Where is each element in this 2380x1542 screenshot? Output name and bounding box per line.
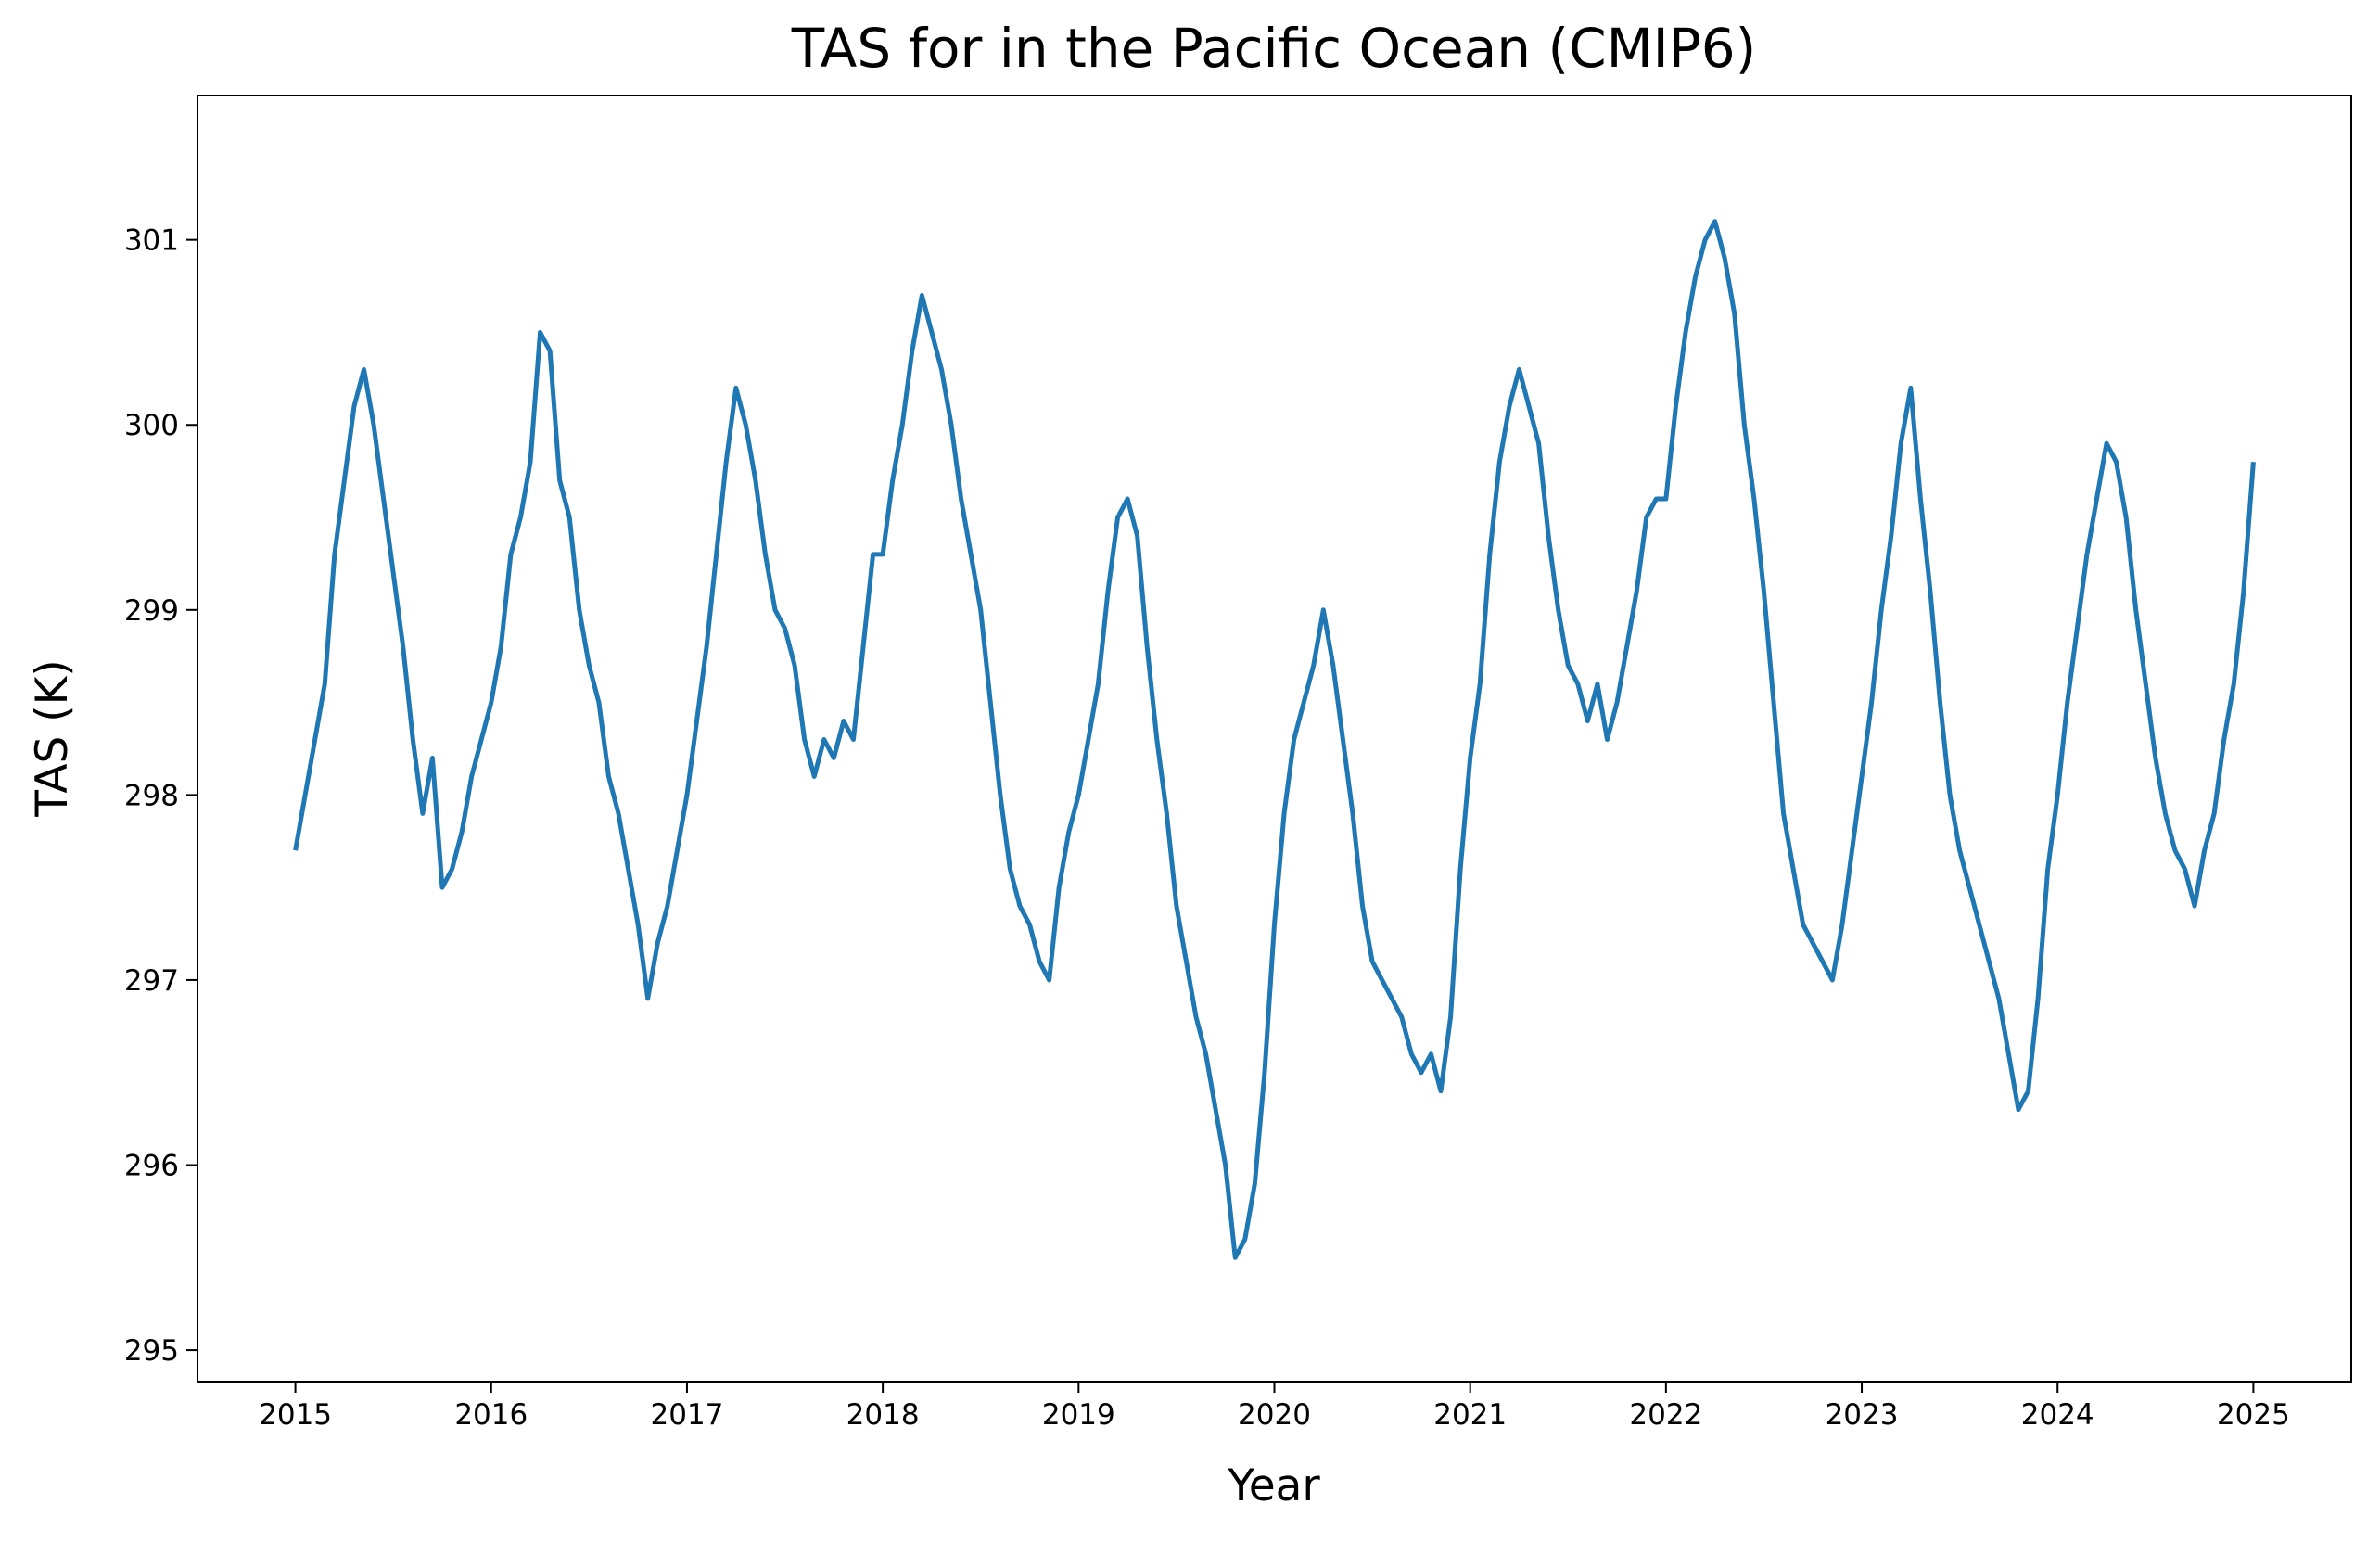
x-tick-label: 2024 [2021, 1398, 2094, 1432]
x-tick-label: 2021 [1433, 1398, 1507, 1432]
y-tick-label: 298 [124, 779, 179, 812]
x-tick-label: 2025 [2217, 1398, 2290, 1432]
chart-title: TAS for in the Pacific Ocean (CMIP6) [791, 17, 1757, 80]
x-tick-label: 2017 [651, 1398, 724, 1432]
y-tick-label: 296 [124, 1150, 179, 1183]
y-tick-label: 299 [124, 594, 179, 628]
y-axis-label: TAS (K) [27, 659, 78, 817]
y-tick-label: 300 [124, 409, 179, 442]
axes-frame [197, 95, 2352, 1383]
x-axis-label: Year [1227, 1460, 1320, 1511]
y-tick-label: 295 [124, 1334, 179, 1368]
x-tick-label: 2018 [846, 1398, 920, 1432]
x-tick-label: 2016 [454, 1398, 528, 1432]
y-tick-label: 297 [124, 964, 179, 998]
x-tick-label: 2023 [1826, 1398, 1899, 1432]
x-tick-label: 2022 [1629, 1398, 1702, 1432]
data-line [293, 219, 2256, 1260]
y-tick-label: 301 [124, 224, 179, 258]
plot-area: 2015 2016 2017 2018 2019 2020 2021 2022 2023 2024… [124, 95, 2352, 1432]
x-tick-label: 2015 [259, 1398, 332, 1432]
x-tick-label: 2020 [1238, 1398, 1311, 1432]
x-tick-label: 2019 [1042, 1398, 1115, 1432]
